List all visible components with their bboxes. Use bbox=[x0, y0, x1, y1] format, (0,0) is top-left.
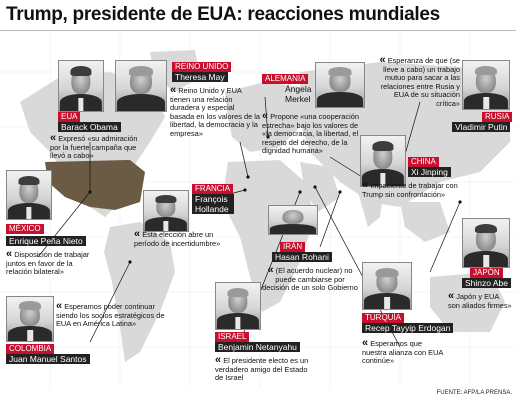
erdogan-name-label: Recep Tayyip Erdogan bbox=[362, 323, 454, 333]
pena-country-label: MÉXICO bbox=[6, 224, 44, 234]
merkel-quote-text: Propone «una cooperación estrecha» bajo … bbox=[262, 112, 359, 156]
putin-country-label: RUSIA bbox=[482, 112, 513, 122]
pena-portrait bbox=[6, 170, 52, 220]
abe-name-label: Shinzo Abe bbox=[462, 278, 512, 288]
netanyahu-name-label: Benjamin Netanyahu bbox=[215, 342, 300, 352]
santos-country-label: COLOMBIA bbox=[6, 344, 55, 354]
rohani-quote-text: (El acuerdo nuclear) no puede cambiarse … bbox=[262, 266, 358, 293]
xi-country-label: CHINA bbox=[408, 157, 439, 167]
may-quote-text: Reino Unido y EUA tienen una relación du… bbox=[170, 86, 260, 138]
netanyahu-portrait bbox=[215, 282, 261, 330]
may-quote: « Reino Unido y EUA tienen una relación … bbox=[170, 84, 260, 139]
quote-mark: « bbox=[262, 110, 269, 122]
arabia-shape bbox=[300, 162, 340, 212]
pena-quote-text: Disposición de trabajar juntos en favor … bbox=[6, 250, 90, 277]
south-america-shape bbox=[104, 222, 175, 362]
quote-mark: « bbox=[448, 290, 455, 302]
quote-mark: « bbox=[379, 54, 386, 66]
hollande-quote-text: Esta elección abre un período de incerti… bbox=[134, 230, 221, 248]
title-divider bbox=[0, 30, 516, 31]
hollande-portrait bbox=[143, 190, 189, 232]
usa-highlight bbox=[45, 160, 145, 210]
may-name-label: Theresa May bbox=[172, 72, 228, 82]
quote-mark: « bbox=[50, 132, 57, 144]
xi-quote: « Impaciente de trabajar con Trump sin c… bbox=[362, 179, 472, 199]
abe-quote-text: Japón y EUA son aliados firmes» bbox=[448, 292, 512, 310]
quote-mark: « bbox=[267, 264, 274, 276]
may-portrait bbox=[115, 60, 167, 112]
obama-country-label: EUA bbox=[58, 112, 81, 122]
quote-mark: « bbox=[362, 337, 369, 349]
merkel-quote: « Propone «una cooperación estrecha» baj… bbox=[262, 110, 370, 156]
may-country-label: REINO UNIDO bbox=[172, 62, 232, 72]
hollande-country-label: FRANCIA bbox=[192, 184, 234, 194]
erdogan-portrait bbox=[362, 262, 412, 310]
rohani-portrait bbox=[268, 205, 318, 235]
obama-portrait bbox=[58, 60, 104, 112]
putin-quote: « Esperanza de que (se lleve a cabo) un … bbox=[372, 54, 461, 109]
putin-portrait bbox=[462, 60, 510, 110]
hollande-quote: « Esta elección abre un período de incer… bbox=[134, 228, 234, 248]
rohani-country-label: IRÁN bbox=[280, 242, 306, 252]
erdogan-quote: « Esperamos que nuestra alianza con EUA … bbox=[362, 337, 446, 366]
obama-quote-text: Expresó «su admiración por la fuerte cam… bbox=[50, 134, 138, 161]
abe-portrait bbox=[462, 218, 510, 268]
merkel-name-label: Ángela Merkel bbox=[285, 84, 312, 104]
netanyahu-quote-text: El presidente electo es un verdadero ami… bbox=[215, 356, 309, 383]
hollande-name-label: François Hollande bbox=[192, 194, 234, 214]
erdogan-country-label: TURQUÍA bbox=[362, 313, 404, 323]
xi-portrait bbox=[360, 135, 406, 187]
obama-quote: « Expresó «su admiración por la fuerte c… bbox=[50, 132, 150, 161]
abe-country-label: JAPÓN bbox=[470, 268, 503, 278]
quote-mark: « bbox=[56, 300, 63, 312]
india-shape bbox=[355, 182, 385, 227]
pena-quote: « Disposición de trabajar juntos en favo… bbox=[6, 248, 94, 277]
europe-shape bbox=[225, 82, 300, 152]
source-credit: FUENTE: AFP/LA PRENSA. bbox=[436, 390, 512, 396]
erdogan-quote-text: Esperamos que nuestra alianza con EUA co… bbox=[362, 339, 443, 366]
rohani-name-label: Hasan Rohani bbox=[272, 252, 332, 262]
putin-quote-text: Esperanza de que (se lleve a cabo) un tr… bbox=[380, 56, 460, 108]
southeast-asia-shape bbox=[400, 202, 450, 242]
xi-name-label: Xi Jinping bbox=[408, 167, 451, 177]
netanyahu-quote: « El presidente electo es un verdadero a… bbox=[215, 354, 315, 383]
merkel-portrait bbox=[315, 62, 365, 108]
santos-quote-text: Esperamos poder continuar siendo los soc… bbox=[56, 302, 165, 329]
santos-name-label: Juan Manuel Santos bbox=[6, 354, 90, 364]
pena-name-label: Enrique Peña Nieto bbox=[6, 236, 86, 246]
santos-quote: « Esperamos poder continuar siendo los s… bbox=[56, 300, 176, 329]
merkel-country-label: ALEMANIA bbox=[262, 74, 309, 84]
quote-mark: « bbox=[170, 84, 177, 96]
abe-quote: « Japón y EUA son aliados firmes» bbox=[448, 290, 512, 310]
santos-portrait bbox=[6, 296, 54, 342]
quote-mark: « bbox=[134, 228, 141, 240]
xi-quote-text: Impaciente de trabajar con Trump sin con… bbox=[362, 181, 458, 199]
page-title: Trump, presidente de EUA: reacciones mun… bbox=[6, 4, 440, 25]
obama-name-label: Barack Obama bbox=[58, 122, 121, 132]
quote-mark: « bbox=[215, 354, 222, 366]
africa-shape bbox=[222, 160, 315, 312]
quote-mark: « bbox=[6, 248, 13, 260]
rohani-quote: « (El acuerdo nuclear) no puede cambiars… bbox=[262, 264, 358, 293]
putin-name-label: Vladimir Putin bbox=[452, 122, 511, 132]
quote-mark: « bbox=[362, 179, 369, 191]
netanyahu-country-label: ISRAEL bbox=[215, 332, 250, 342]
